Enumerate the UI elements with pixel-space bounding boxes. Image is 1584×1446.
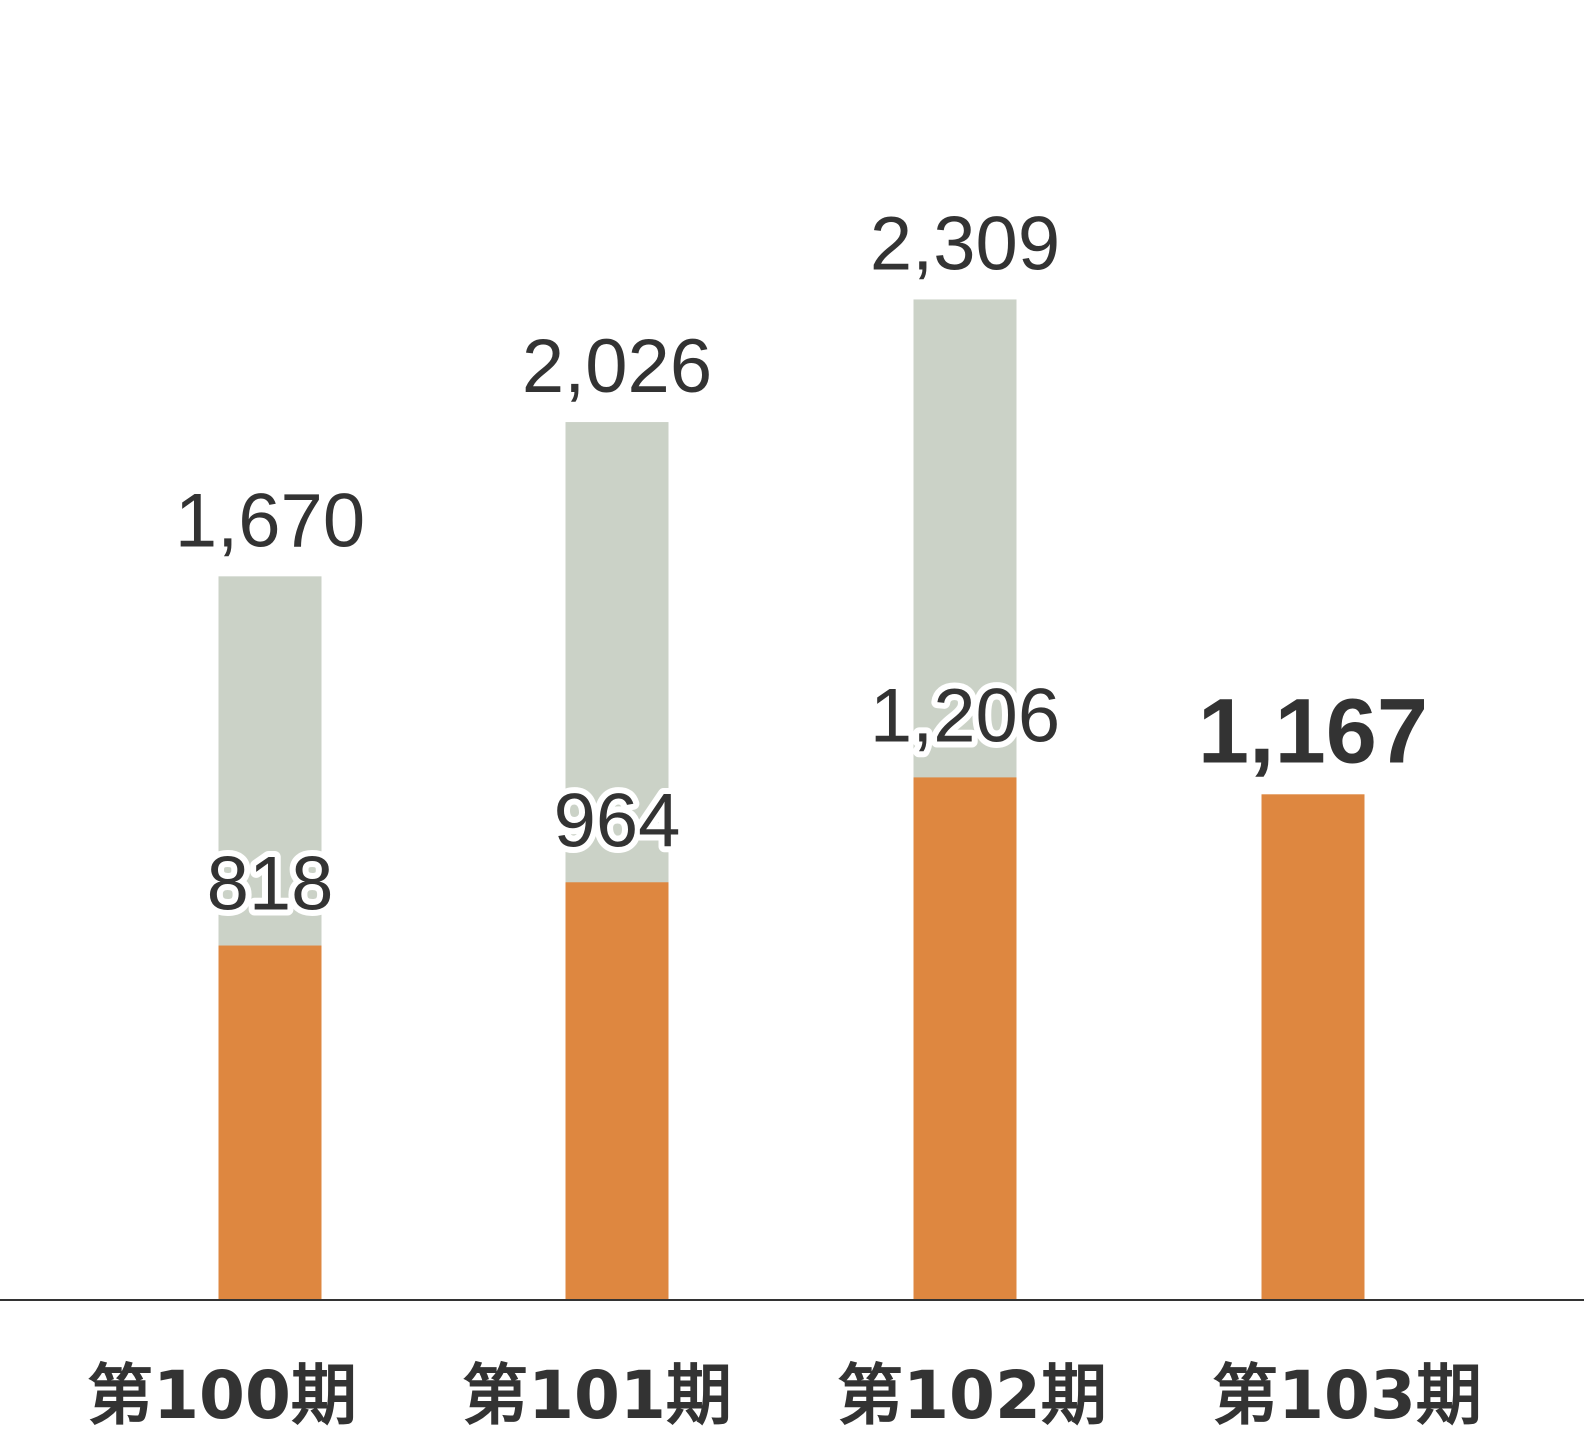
value-label-series-b-1: 964 — [554, 778, 681, 863]
bar-series-b-1 — [565, 882, 669, 1300]
category-label-0: 第100期 — [87, 1357, 357, 1434]
value-label-series-a-1: 2,026 — [522, 324, 712, 409]
value-label-series-b-2: 1,206 — [870, 673, 1060, 758]
bars-layer — [218, 299, 1365, 1301]
value-label-series-a-2: 2,309 — [870, 201, 1060, 286]
category-label-2: 第102期 — [837, 1357, 1107, 1434]
bar-series-b-3 — [1261, 794, 1365, 1300]
labels-layer: 1,670 818 2,026 964 2,309 1,206 1,167 — [175, 201, 1428, 932]
category-label-3: 第103期 — [1212, 1357, 1482, 1434]
bar-series-b-2 — [913, 777, 1017, 1300]
category-label-1: 第101期 — [462, 1357, 732, 1434]
x-axis-labels: 第100期 第101期 第102期 第103期 — [87, 1357, 1482, 1434]
value-label-series-b-0: 818 — [207, 842, 334, 927]
bar-series-b-0 — [218, 945, 322, 1300]
value-label-series-b-3: 1,167 — [1198, 680, 1428, 782]
value-label-series-a-0: 1,670 — [175, 478, 365, 563]
